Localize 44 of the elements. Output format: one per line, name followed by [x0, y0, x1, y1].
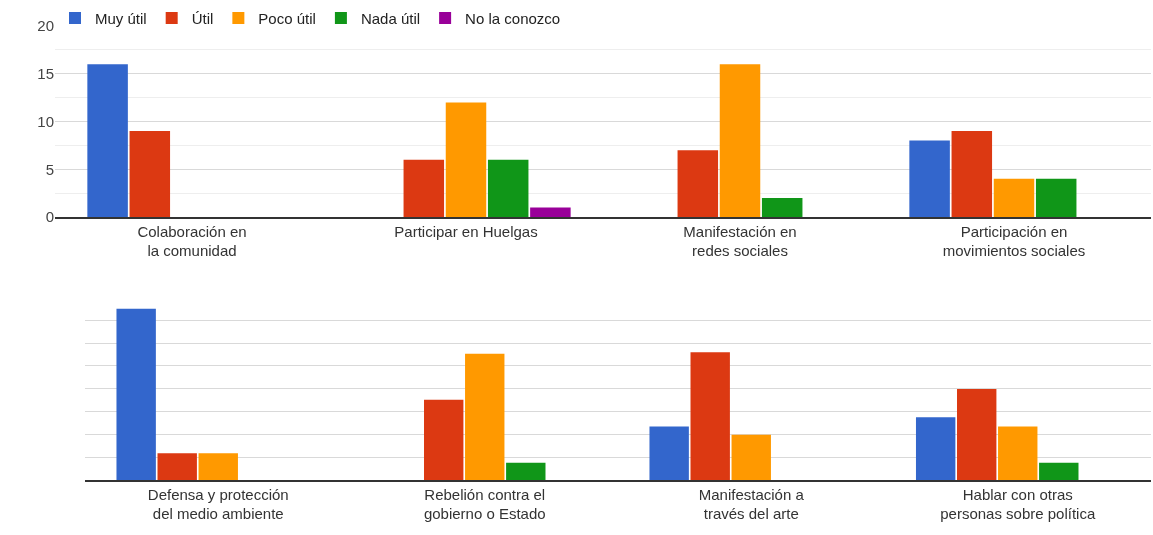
bar: [731, 434, 771, 480]
bar: [116, 308, 156, 480]
legend-label: Nada útil: [360, 9, 421, 27]
bar: [690, 352, 730, 480]
bar: [445, 102, 487, 217]
bar: [424, 399, 464, 480]
legend-label: Poco útil: [258, 9, 316, 27]
x-tick-label: Defensa y protección del medio ambiente: [147, 485, 289, 522]
bar: [506, 462, 546, 480]
bar: [719, 64, 761, 217]
bar: [198, 453, 238, 480]
bar: [87, 64, 128, 217]
y-tick-label: 10: [37, 112, 54, 130]
bar: [157, 453, 197, 480]
bar: [487, 159, 529, 217]
bar: [129, 131, 171, 217]
bar: [1039, 462, 1079, 480]
bar: [1035, 178, 1077, 217]
legend-label: No la conozco: [465, 9, 561, 27]
bar: [403, 159, 445, 217]
bar: [915, 417, 956, 480]
legend-label: Muy útil: [95, 9, 147, 27]
bar: [951, 131, 993, 217]
x-tick-label: Rebelión contra el gobierno o Estado: [423, 485, 546, 522]
bar: [530, 207, 571, 217]
bar: [993, 178, 1035, 217]
x-tick-label: Colaboración en la comunidad: [137, 222, 247, 259]
x-tick-label: Manifestación en redes sociales: [683, 222, 797, 259]
x-tick-label: Hablar con otras personas sobre política: [940, 485, 1096, 522]
x-tick-label: Manifestación a través del arte: [698, 485, 805, 522]
y-tick-label: 5: [45, 160, 54, 178]
bar: [677, 150, 719, 217]
bar: [649, 426, 689, 480]
x-tick-label: Participación en movimientos sociales: [942, 222, 1086, 259]
bar: [761, 197, 803, 217]
bar: [909, 140, 950, 217]
bar: [957, 389, 997, 480]
y-tick-label: 0: [45, 208, 54, 226]
y-tick-label: 15: [37, 65, 54, 82]
x-tick-label: Participar en Huelgas: [394, 222, 538, 240]
y-tick-label: 20: [37, 17, 54, 35]
legend-label: Útil: [191, 9, 214, 27]
bar: [998, 426, 1038, 480]
bar: [465, 353, 505, 480]
